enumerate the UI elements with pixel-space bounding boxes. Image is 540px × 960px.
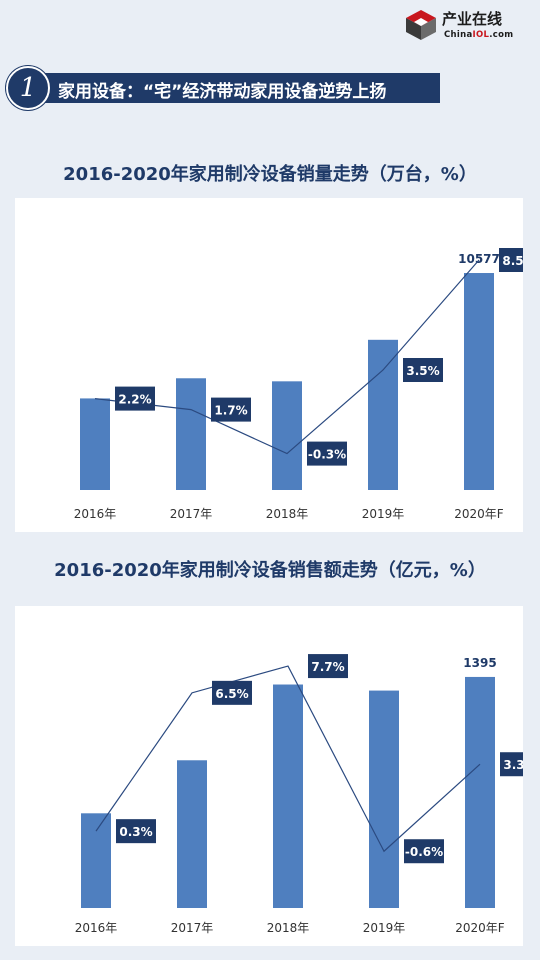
bar-value-label: 1395 [463, 656, 496, 670]
bar-0 [80, 398, 110, 490]
section-title: 家用设备：“宅”经济带动家用设备逆势上扬 [58, 82, 387, 102]
svg-text:3.3%: 3.3% [503, 758, 523, 772]
bar-3 [369, 690, 399, 908]
x-tick-label: 2019年 [363, 921, 406, 935]
chart-title-revenue: 2016-2020年家用制冷设备销售额走势（亿元，%） [54, 560, 486, 581]
x-tick-label: 2020年F [455, 921, 505, 935]
chart-revenue: 1395 0.3% 6.5% 7.7% -0.6% 3.3% 2016年 2017年 2018年… [75, 654, 523, 935]
x-tick-label: 2016年 [74, 507, 117, 521]
svg-text:7.7%: 7.7% [311, 660, 344, 674]
growth-line [95, 665, 481, 853]
growth-line [94, 259, 480, 455]
x-tick-label: 2016年 [75, 921, 118, 935]
section-number-badge: 1 [6, 66, 50, 110]
svg-text:2.2%: 2.2% [118, 393, 151, 407]
bar-1 [176, 378, 206, 490]
bar-2 [272, 381, 302, 490]
x-tick-label: 2017年 [170, 507, 213, 521]
growth-label: -0.6% [404, 839, 444, 864]
svg-text:3.5%: 3.5% [406, 364, 439, 378]
x-tick-label: 2018年 [266, 507, 309, 521]
chart-panel-revenue: 1395 0.3% 6.5% 7.7% -0.6% 3.3% 2016年 2017年 2018年… [15, 606, 523, 946]
growth-label: 7.7% [308, 654, 348, 679]
x-tick-label: 2020年F [454, 507, 504, 521]
svg-text:-0.3%: -0.3% [308, 448, 346, 462]
logo-site: ChinaIOL.com [444, 30, 514, 40]
x-tick-label: 2019年 [362, 507, 405, 521]
growth-label: 3.3% [500, 752, 523, 777]
chart-volume: 10577 2.2% 1.7% -0.3% 3.5% 8.5% 2016年 2017年 2018… [74, 248, 523, 521]
svg-text:6.5%: 6.5% [215, 687, 248, 701]
bar-4 [465, 676, 495, 908]
growth-label: 2.2% [115, 386, 155, 411]
bar-0 [81, 813, 111, 908]
logo-name: 产业在线 [442, 10, 503, 28]
banner-bar [22, 73, 440, 103]
bar-value-label: 10577 [458, 252, 500, 266]
bar-1 [177, 760, 207, 908]
growth-label: 1.7% [211, 397, 251, 422]
svg-text:0.3%: 0.3% [119, 825, 152, 839]
cube-logo-icon [406, 10, 436, 40]
growth-label: 0.3% [116, 819, 156, 844]
growth-label: -0.3% [307, 441, 347, 466]
bar-4 [464, 273, 494, 490]
chart-panel-volume: 10577 2.2% 1.7% -0.3% 3.5% 8.5% 2016年 2017年 2018… [15, 198, 523, 532]
bar-3 [368, 339, 398, 490]
section-banner: 1 家用设备：“宅”经济带动家用设备逆势上扬 [0, 64, 540, 112]
x-tick-label: 2018年 [267, 921, 310, 935]
svg-text:-0.6%: -0.6% [405, 845, 443, 859]
svg-text:1.7%: 1.7% [214, 404, 247, 418]
bar-2 [273, 684, 303, 908]
growth-label: 6.5% [212, 680, 252, 705]
chinaiol-logo: 产业在线 ChinaIOL.com [404, 6, 530, 46]
chart-title-volume: 2016-2020年家用制冷设备销量走势（万台，%） [63, 164, 477, 185]
svg-text:8.5%: 8.5% [502, 254, 523, 268]
growth-label: 3.5% [403, 358, 443, 382]
x-tick-label: 2017年 [171, 921, 214, 935]
growth-label: 8.5% [499, 248, 523, 272]
